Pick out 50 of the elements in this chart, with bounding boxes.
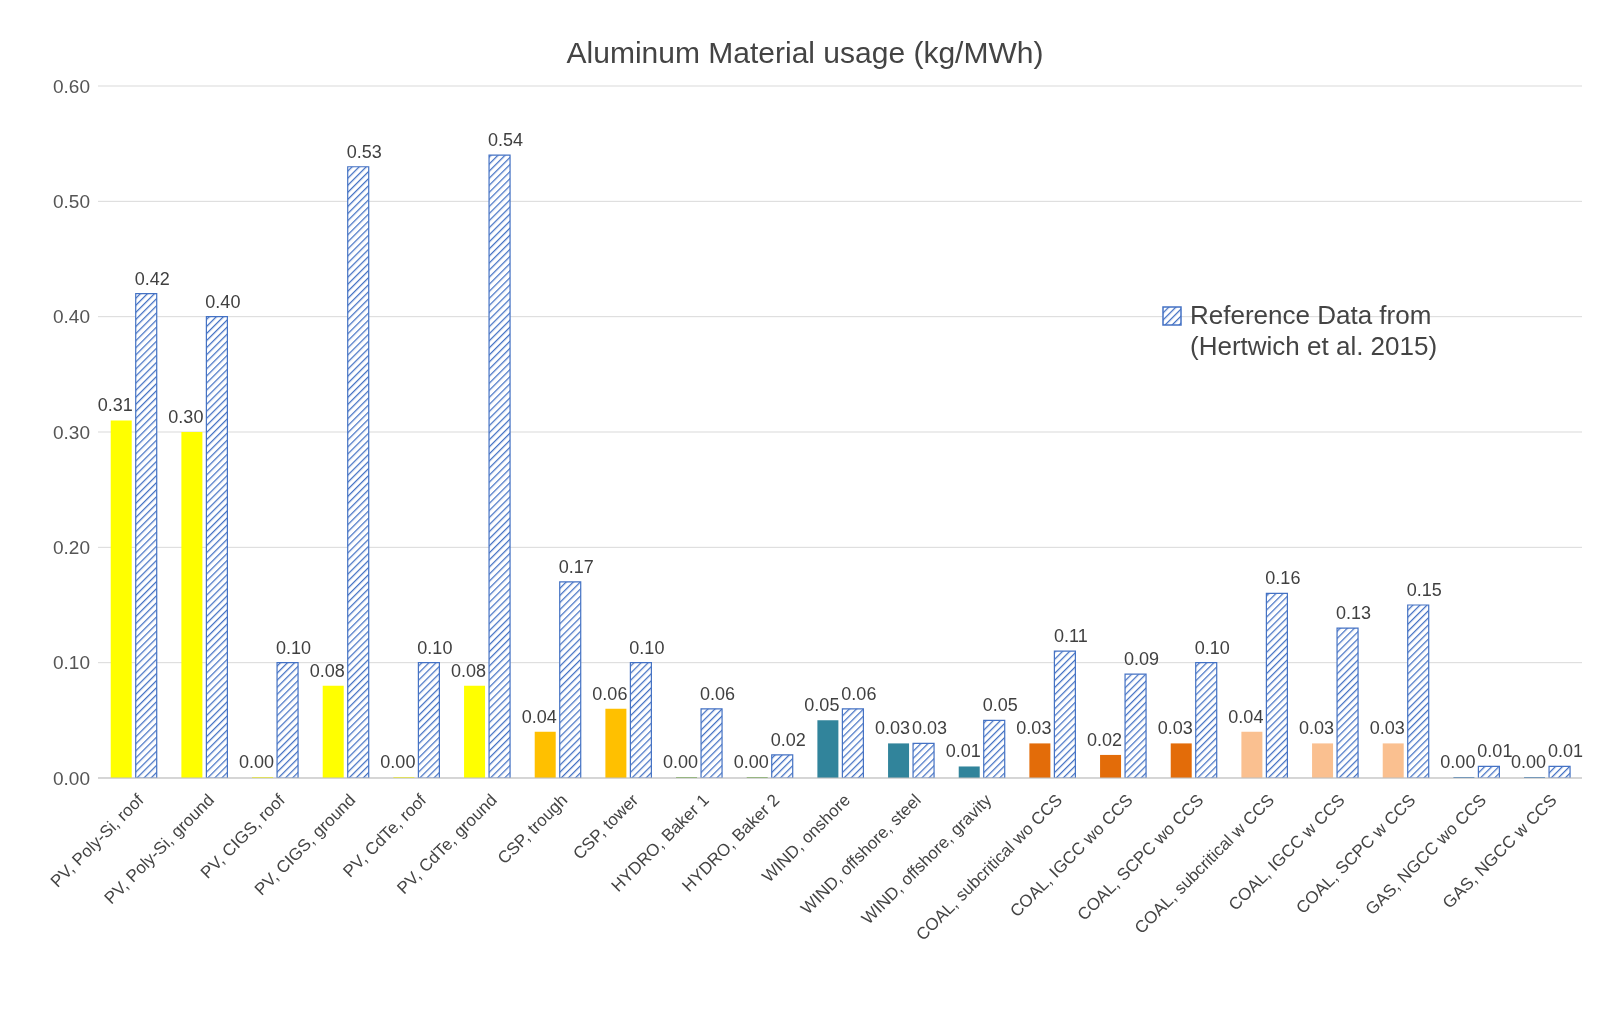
data-label: 0.15 (1406, 580, 1442, 600)
data-label: 0.00 (663, 752, 699, 772)
y-tick-label: 0.30 (53, 421, 90, 443)
data-label: 0.03 (1369, 718, 1405, 739)
data-label: 0.10 (276, 637, 312, 658)
y-tick-label: 0.10 (53, 652, 90, 674)
data-label: 0.03 (1157, 718, 1193, 739)
data-label: 0.02 (770, 729, 806, 750)
data-label: 0.11 (1054, 626, 1088, 647)
legend-label: Reference Data from (Hertwich et al. 2015) (1190, 300, 1439, 362)
data-label: 0.00 (380, 752, 416, 772)
data-label: 0.03 (912, 718, 948, 739)
data-label: 0.40 (205, 291, 241, 312)
data-label: 0.54 (488, 130, 524, 151)
data-label: 0.05 (982, 695, 1018, 716)
data-label: 0.04 (521, 706, 557, 727)
data-label: 0.06 (700, 683, 736, 704)
data-label: 0.04 (1228, 706, 1264, 727)
data-label: 0.02 (1087, 729, 1123, 750)
data-label: 0.01 (945, 741, 981, 762)
data-label: 0.00 (1511, 752, 1547, 772)
data-label: 0.09 (1124, 649, 1160, 670)
data-label: 0.00 (239, 752, 275, 772)
y-tick-label: 0.50 (53, 191, 90, 213)
data-label: 0.00 (733, 752, 769, 772)
data-label: 0.06 (841, 683, 877, 704)
y-tick-label: 0.00 (53, 767, 90, 789)
data-label: 0.08 (451, 660, 487, 681)
data-label: 0.08 (309, 660, 345, 681)
y-tick-label: 0.40 (53, 306, 90, 328)
data-label: 0.30 (168, 407, 204, 427)
data-label: 0.31 (97, 395, 133, 416)
data-label: 0.10 (629, 637, 665, 658)
data-label: 0.13 (1336, 603, 1372, 624)
data-label: 0.03 (875, 718, 911, 739)
data-label: 0.10 (1194, 637, 1230, 658)
data-label: 0.17 (558, 556, 594, 577)
data-label: 0.03 (1299, 718, 1335, 739)
chart-title: Aluminum Material usage (kg/MWh) (565, 36, 1045, 70)
data-label: 0.42 (134, 268, 170, 289)
data-label: 0.53 (346, 141, 382, 162)
data-label: 0.06 (592, 683, 628, 704)
y-tick-label: 0.60 (53, 75, 90, 97)
y-tick-label: 0.20 (53, 537, 90, 559)
data-label: 0.05 (804, 695, 840, 716)
data-label: 0.16 (1265, 568, 1301, 589)
data-label: 0.01 (1548, 741, 1584, 762)
data-label: 0.00 (1440, 752, 1476, 772)
data-label: 0.10 (417, 637, 453, 658)
data-label: 0.03 (1016, 718, 1052, 739)
